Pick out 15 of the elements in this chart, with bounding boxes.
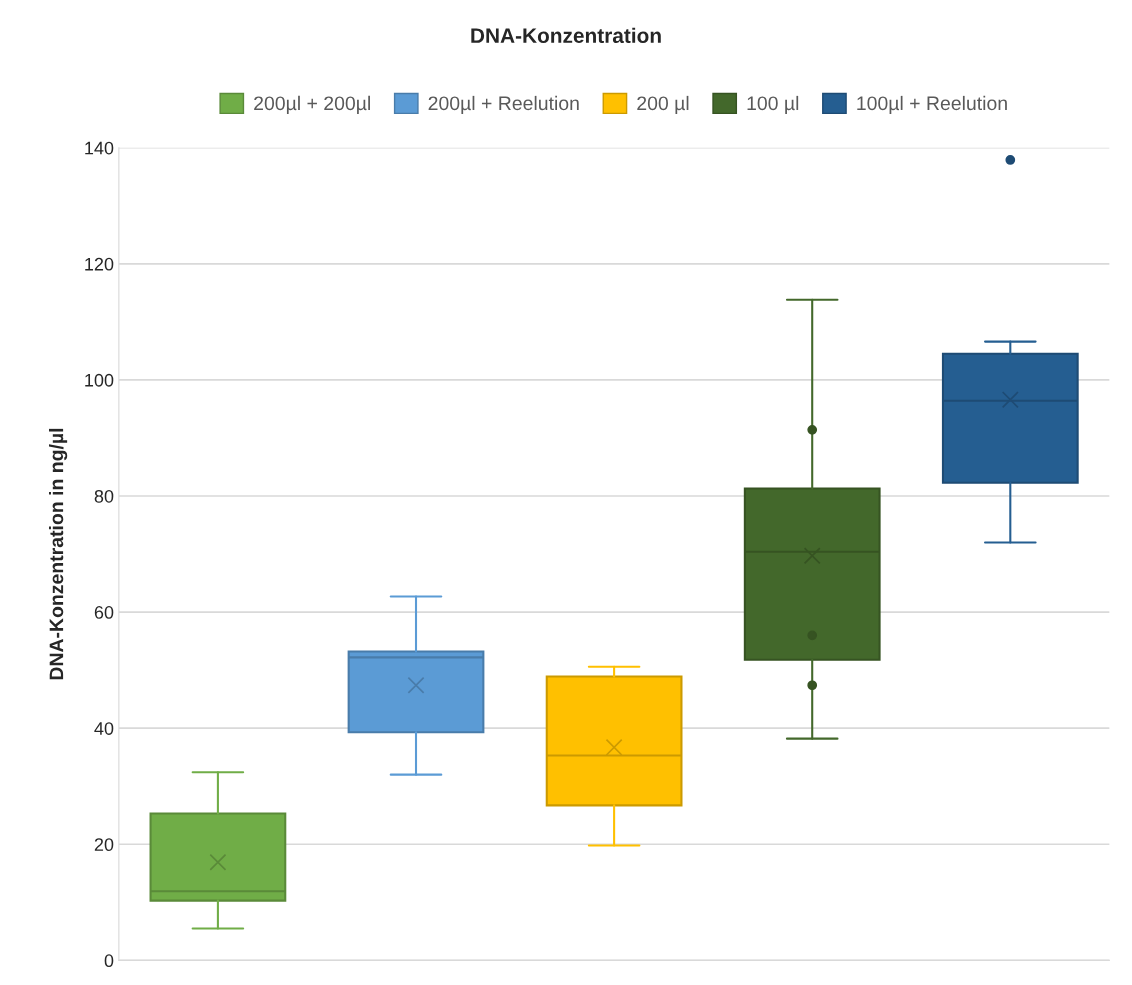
legend-label: 200 µl	[637, 95, 689, 114]
legend-label: 200µl + Reelution	[428, 95, 579, 114]
y-tick-label: 100	[85, 373, 114, 387]
y-tick-label: 80	[94, 489, 114, 503]
legend-label: 100µl + Reelution	[857, 95, 1007, 114]
legend-label: 200µl + 200µl	[254, 95, 370, 114]
chart-title: DNA-Konzentration	[471, 27, 661, 44]
y-axis-title: DNA-Konzentration in ng/µl	[49, 428, 68, 680]
y-tick-label: 0	[104, 954, 114, 968]
y-tick-label: 140	[85, 141, 114, 155]
y-tick-label: 40	[94, 722, 114, 735]
legend-label: 100 µl	[747, 95, 799, 114]
y-tick-label: 120	[85, 257, 114, 271]
y-tick-label: 20	[94, 838, 114, 852]
y-tick-label: 60	[94, 606, 114, 619]
